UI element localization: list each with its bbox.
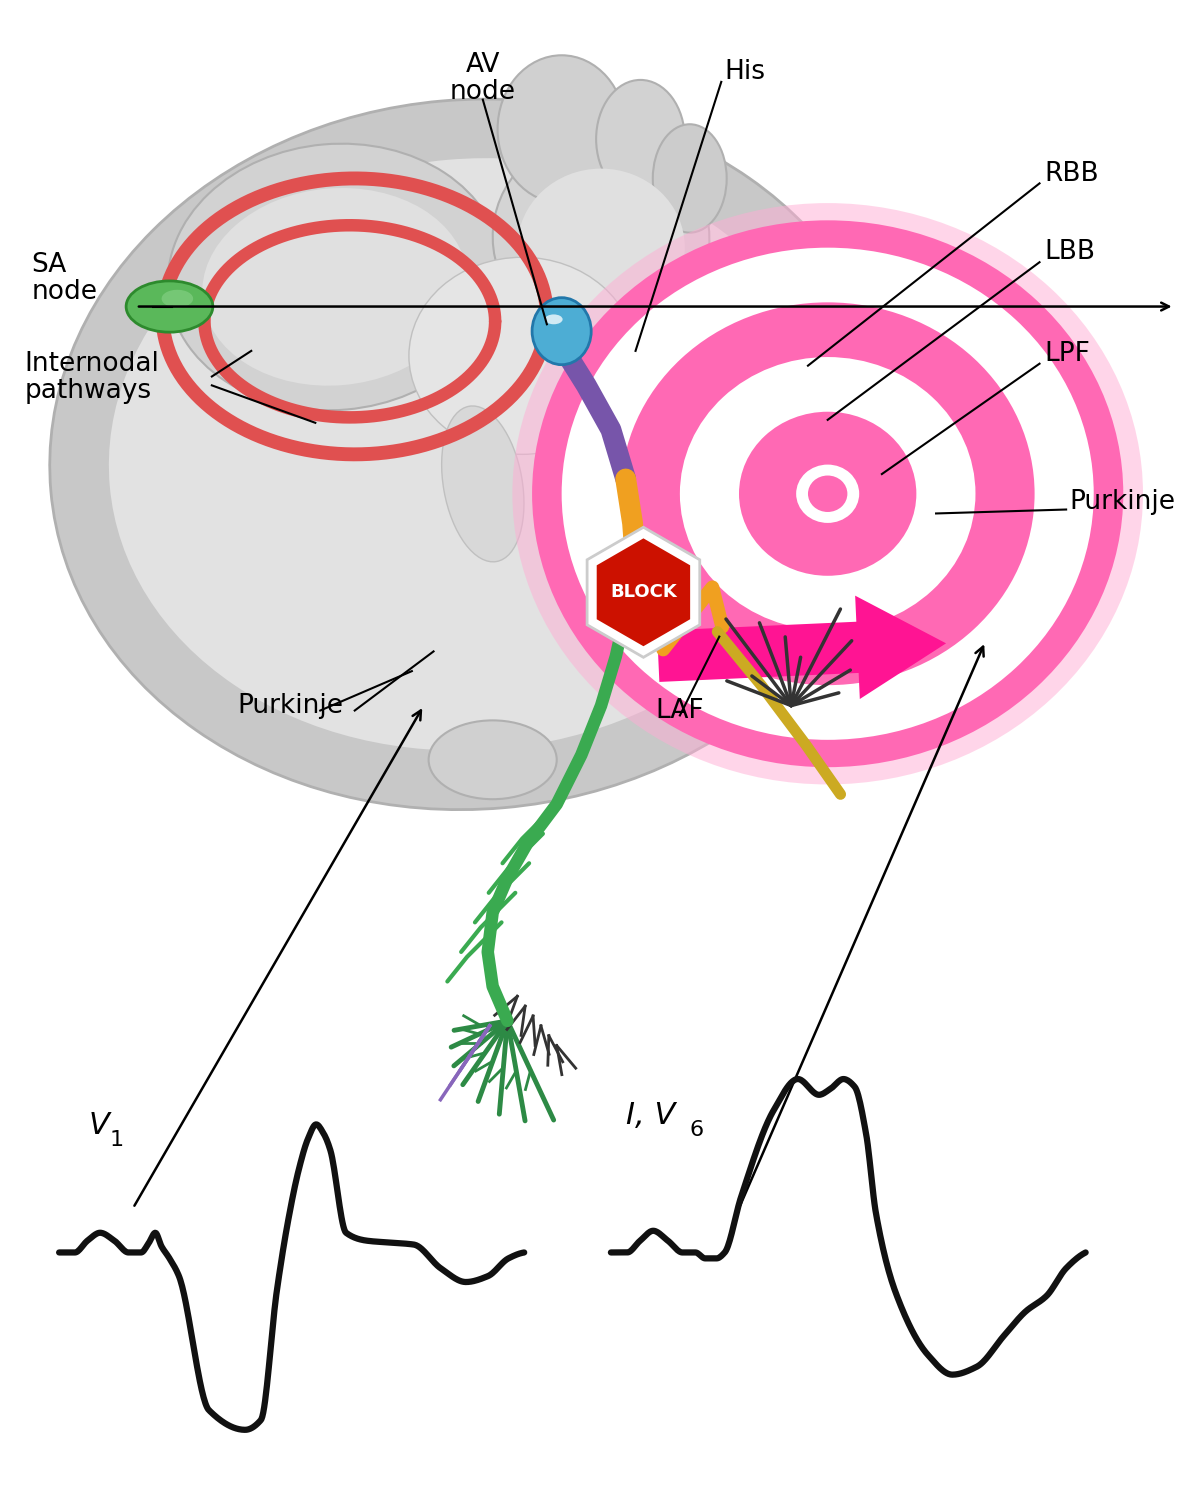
Text: node: node [31,279,98,304]
Polygon shape [587,527,700,658]
Ellipse shape [797,464,859,522]
Ellipse shape [679,357,976,631]
Ellipse shape [596,81,685,198]
Ellipse shape [126,280,213,333]
Ellipse shape [498,55,626,203]
Ellipse shape [202,188,468,385]
Text: LPF: LPF [1044,340,1091,367]
Text: 1: 1 [109,1129,123,1150]
Text: RBB: RBB [1044,161,1099,186]
Text: Purkinje: Purkinje [1069,489,1176,515]
Ellipse shape [493,134,709,342]
Polygon shape [594,536,692,649]
Ellipse shape [532,298,591,364]
Text: BLOCK: BLOCK [610,583,677,601]
Text: Internodal: Internodal [25,351,159,376]
Ellipse shape [50,98,896,810]
Ellipse shape [409,257,635,455]
Text: His: His [725,60,765,85]
Text: I, V: I, V [626,1101,675,1131]
Ellipse shape [653,124,727,233]
Text: pathways: pathways [25,379,152,404]
Text: SA: SA [31,252,67,278]
Ellipse shape [441,406,524,562]
Ellipse shape [651,330,1005,658]
Ellipse shape [161,289,193,307]
Ellipse shape [532,221,1123,767]
Text: LBB: LBB [1044,239,1096,266]
Ellipse shape [562,248,1093,740]
Ellipse shape [767,437,889,551]
Ellipse shape [428,721,556,800]
FancyArrow shape [657,595,946,700]
Text: 6: 6 [690,1120,704,1140]
Ellipse shape [167,143,502,410]
Text: LAF: LAF [655,698,704,724]
Text: AV: AV [465,52,500,78]
Ellipse shape [512,203,1143,785]
Ellipse shape [518,169,685,327]
Ellipse shape [709,385,946,603]
Ellipse shape [591,275,1064,713]
Ellipse shape [621,303,1035,685]
Text: Purkinje: Purkinje [238,692,343,719]
Ellipse shape [545,315,562,324]
Ellipse shape [109,158,837,750]
Ellipse shape [808,476,848,512]
Ellipse shape [739,412,916,576]
Text: V: V [89,1112,110,1140]
Text: node: node [450,79,515,104]
